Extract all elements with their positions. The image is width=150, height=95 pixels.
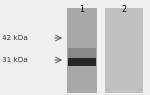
- Text: 2: 2: [122, 5, 127, 14]
- Bar: [68, 48, 96, 62]
- Text: 31 kDa: 31 kDa: [2, 57, 28, 63]
- Text: 1: 1: [80, 5, 84, 14]
- Bar: [67, 8, 97, 93]
- Text: 42 kDa: 42 kDa: [2, 35, 28, 41]
- Bar: [105, 8, 143, 93]
- Bar: [68, 58, 96, 66]
